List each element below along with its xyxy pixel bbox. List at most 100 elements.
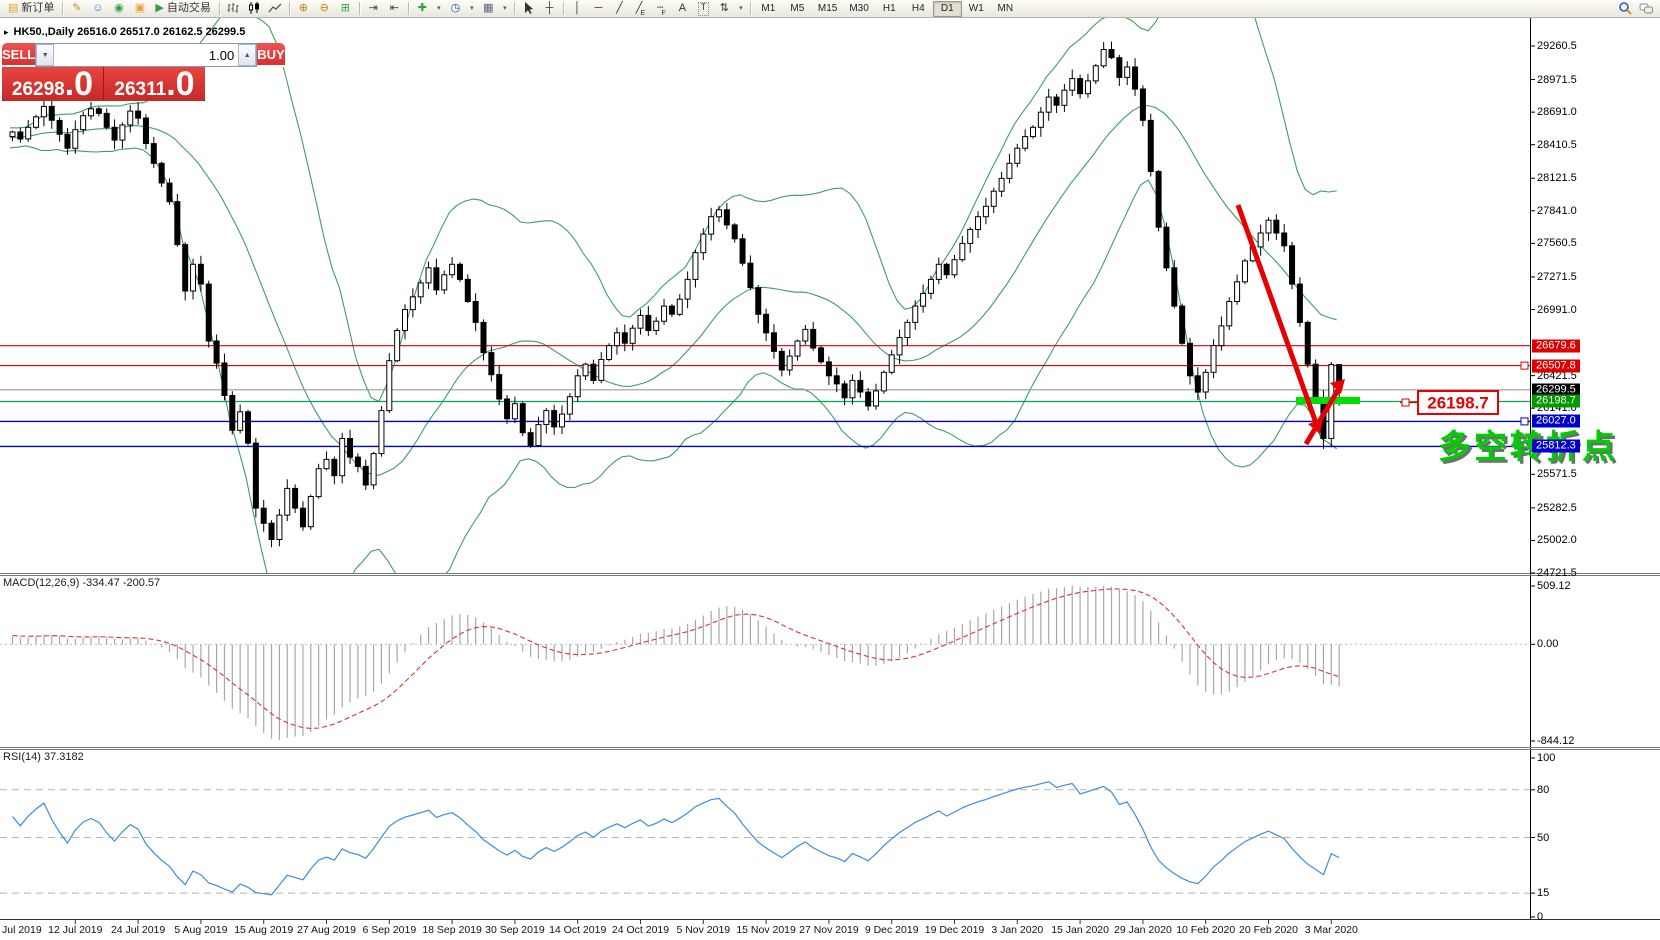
hline-anchor[interactable]: [1520, 442, 1529, 451]
price-tick-label: 28691.0: [1537, 106, 1577, 119]
vertical-line-icon[interactable]: │: [573, 2, 581, 14]
arrows-dropdown[interactable]: ▾: [739, 5, 743, 12]
date-axis[interactable]: Jul 2019 12 Jul 2019 24 Jul 2019 5 Aug 2019…: [0, 922, 1660, 940]
volume-decrease-button[interactable]: ▼: [36, 44, 55, 66]
timeframe-mn[interactable]: MN: [997, 2, 1014, 14]
timeframe-h1[interactable]: H1: [882, 2, 896, 14]
fibonacci-icon[interactable]: ┄ F: [656, 2, 666, 17]
up-arrow[interactable]: [1303, 383, 1344, 446]
timeframe-m1[interactable]: M1: [761, 2, 776, 14]
price-tag-box[interactable]: [1417, 390, 1499, 415]
bar-chart-icon[interactable]: [223, 1, 244, 17]
date-tick-label: 24 Jul 2019: [110, 924, 166, 936]
candle: [1045, 96, 1052, 113]
toolbar-separator: [358, 2, 360, 15]
candle: [637, 314, 644, 329]
zoom-in-icon[interactable]: ⊕: [298, 2, 308, 14]
candle: [1006, 162, 1013, 179]
signals-icon[interactable]: ◉: [114, 2, 124, 14]
support-highlight-bar[interactable]: [1296, 397, 1360, 404]
trendline-icon[interactable]: ╱: [616, 2, 623, 14]
candle: [1289, 245, 1296, 285]
new-order-button[interactable]: ▤ 新订单: [8, 2, 55, 14]
sell-price[interactable]: 26298.0: [2, 67, 103, 101]
date-tick-label: 3 Jan 2020: [991, 924, 1044, 936]
volume-increase-button[interactable]: ▲: [238, 44, 257, 66]
line-chart-icon[interactable]: [265, 1, 286, 17]
cn-annotation-text: 多空转折点: [1441, 430, 1621, 469]
candle: [676, 298, 683, 315]
indicators-icon[interactable]: ✚: [417, 2, 427, 14]
auto-scroll-icon[interactable]: ⇥: [368, 2, 378, 14]
volume-stepper: ▼ ▲: [35, 43, 258, 67]
candle: [810, 328, 817, 349]
periods-dropdown[interactable]: ▾: [470, 5, 474, 12]
price-tick-label: 27271.5: [1537, 270, 1577, 283]
timeframe-m5[interactable]: M5: [790, 2, 805, 14]
zoom-out-icon[interactable]: ⊖: [319, 2, 329, 14]
buy-button[interactable]: BUY: [257, 43, 285, 67]
hline-anchor[interactable]: [1520, 361, 1529, 370]
price-line-label: 26507.8: [1532, 359, 1580, 373]
timeframe-d1[interactable]: D1: [932, 0, 962, 17]
date-tick-label: 24 Oct 2019: [611, 924, 670, 936]
candlestick-chart-icon[interactable]: [244, 1, 265, 17]
chart-shift-icon[interactable]: ⇤: [389, 2, 399, 14]
down-arrow[interactable]: [1235, 204, 1319, 424]
candle: [284, 487, 291, 516]
candle: [409, 296, 416, 311]
autotrading-button[interactable]: ▶ 自动交易: [155, 2, 211, 14]
candle: [1265, 219, 1272, 234]
timeframe-w1[interactable]: W1: [968, 2, 984, 14]
timeframe-m30[interactable]: M30: [849, 2, 869, 14]
equidistant-channel-icon[interactable]: ╱ E: [635, 2, 646, 17]
candle: [370, 453, 377, 486]
timeframe-h4[interactable]: H4: [911, 2, 925, 14]
rsi-line: [12, 781, 1340, 896]
date-tick-label: Jul 2019: [2, 924, 42, 936]
text-icon[interactable]: A: [678, 2, 687, 14]
metaeditor-icon[interactable]: ✎: [72, 2, 82, 14]
timeframe-m15[interactable]: M15: [817, 2, 838, 14]
volume-input[interactable]: [54, 44, 239, 66]
chat-icon[interactable]: [1636, 1, 1657, 17]
candle: [260, 507, 267, 524]
candle: [166, 182, 173, 203]
candle: [763, 313, 770, 334]
market-icon[interactable]: ▣: [134, 2, 146, 14]
candle: [904, 321, 911, 338]
horizontal-line-icon[interactable]: ─: [594, 2, 603, 14]
tile-windows-icon[interactable]: ⊞: [340, 2, 350, 14]
candle: [174, 201, 181, 246]
sell-button[interactable]: SELL: [2, 43, 36, 67]
date-tick-label: 5 Nov 2019: [676, 924, 731, 936]
candle: [252, 442, 259, 509]
templates-icon[interactable]: ▦: [483, 2, 494, 14]
candle: [778, 350, 785, 371]
community-icon[interactable]: ☺: [92, 2, 104, 14]
periods-icon[interactable]: ◷: [450, 2, 461, 14]
text-label-icon[interactable]: T: [693, 1, 714, 17]
candle: [566, 396, 573, 415]
price-tag-text: 26198.7: [1427, 394, 1488, 413]
candle: [205, 283, 212, 342]
search-icon[interactable]: [1615, 1, 1636, 17]
crosshair-icon[interactable]: ┼: [545, 2, 554, 14]
arrows-icon[interactable]: ⇅: [719, 2, 729, 14]
buy-price[interactable]: 26311.0: [104, 67, 205, 101]
cn-annotation-text: 多空转折点: [1438, 427, 1618, 466]
horizontal-lines[interactable]: [0, 345, 1530, 451]
macd-signal-line: [12, 588, 1340, 730]
price-tick-label: 24721.5: [1537, 567, 1577, 579]
candle: [103, 112, 110, 128]
templates-dropdown[interactable]: ▾: [503, 5, 507, 12]
candle: [1084, 80, 1091, 95]
hline-anchor[interactable]: [1520, 417, 1529, 426]
price-line-label: 26299.5: [1532, 383, 1580, 397]
candle: [535, 424, 542, 447]
indicators-dropdown[interactable]: ▾: [437, 5, 441, 12]
rsi-tick-label: 15: [1537, 887, 1550, 900]
price-axis[interactable]: 29260.5 28971.5 28691.0 28410.5 28121.5 27841…: [1531, 18, 1660, 940]
cursor-icon[interactable]: [518, 1, 539, 17]
